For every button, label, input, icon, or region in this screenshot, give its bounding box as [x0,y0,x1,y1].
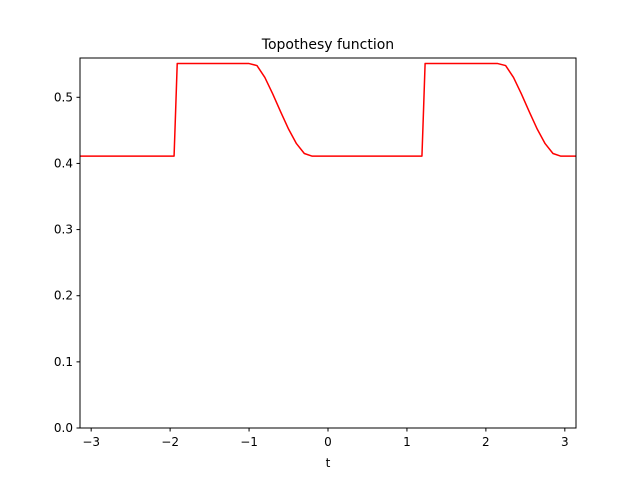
y-tick-label: 0.4 [54,156,73,170]
x-tick-label: 0 [324,435,332,449]
x-tick-label: −3 [82,435,100,449]
x-axis: −3 −2 −1 0 1 2 3 [82,428,569,449]
y-tick-label: 0.0 [54,421,73,435]
y-tick-label: 0.5 [54,90,73,104]
chart-title: Topothesy function [261,37,394,53]
y-tick-label: 0.3 [54,223,73,237]
x-tick-label: 3 [561,435,569,449]
x-tick-label: −1 [240,435,258,449]
x-axis-label: t [326,456,331,470]
series-line-0 [80,62,576,157]
y-tick-label: 0.1 [54,355,73,369]
plot-frame [79,57,577,429]
y-tick-label: 0.2 [54,289,73,303]
x-tick-label: −2 [161,435,179,449]
plot-area [80,58,576,428]
series-group [80,62,576,157]
y-axis: 0.0 0.1 0.2 0.3 0.4 0.5 [54,90,80,435]
x-tick-label: 1 [403,435,411,449]
x-tick-label: 2 [482,435,490,449]
